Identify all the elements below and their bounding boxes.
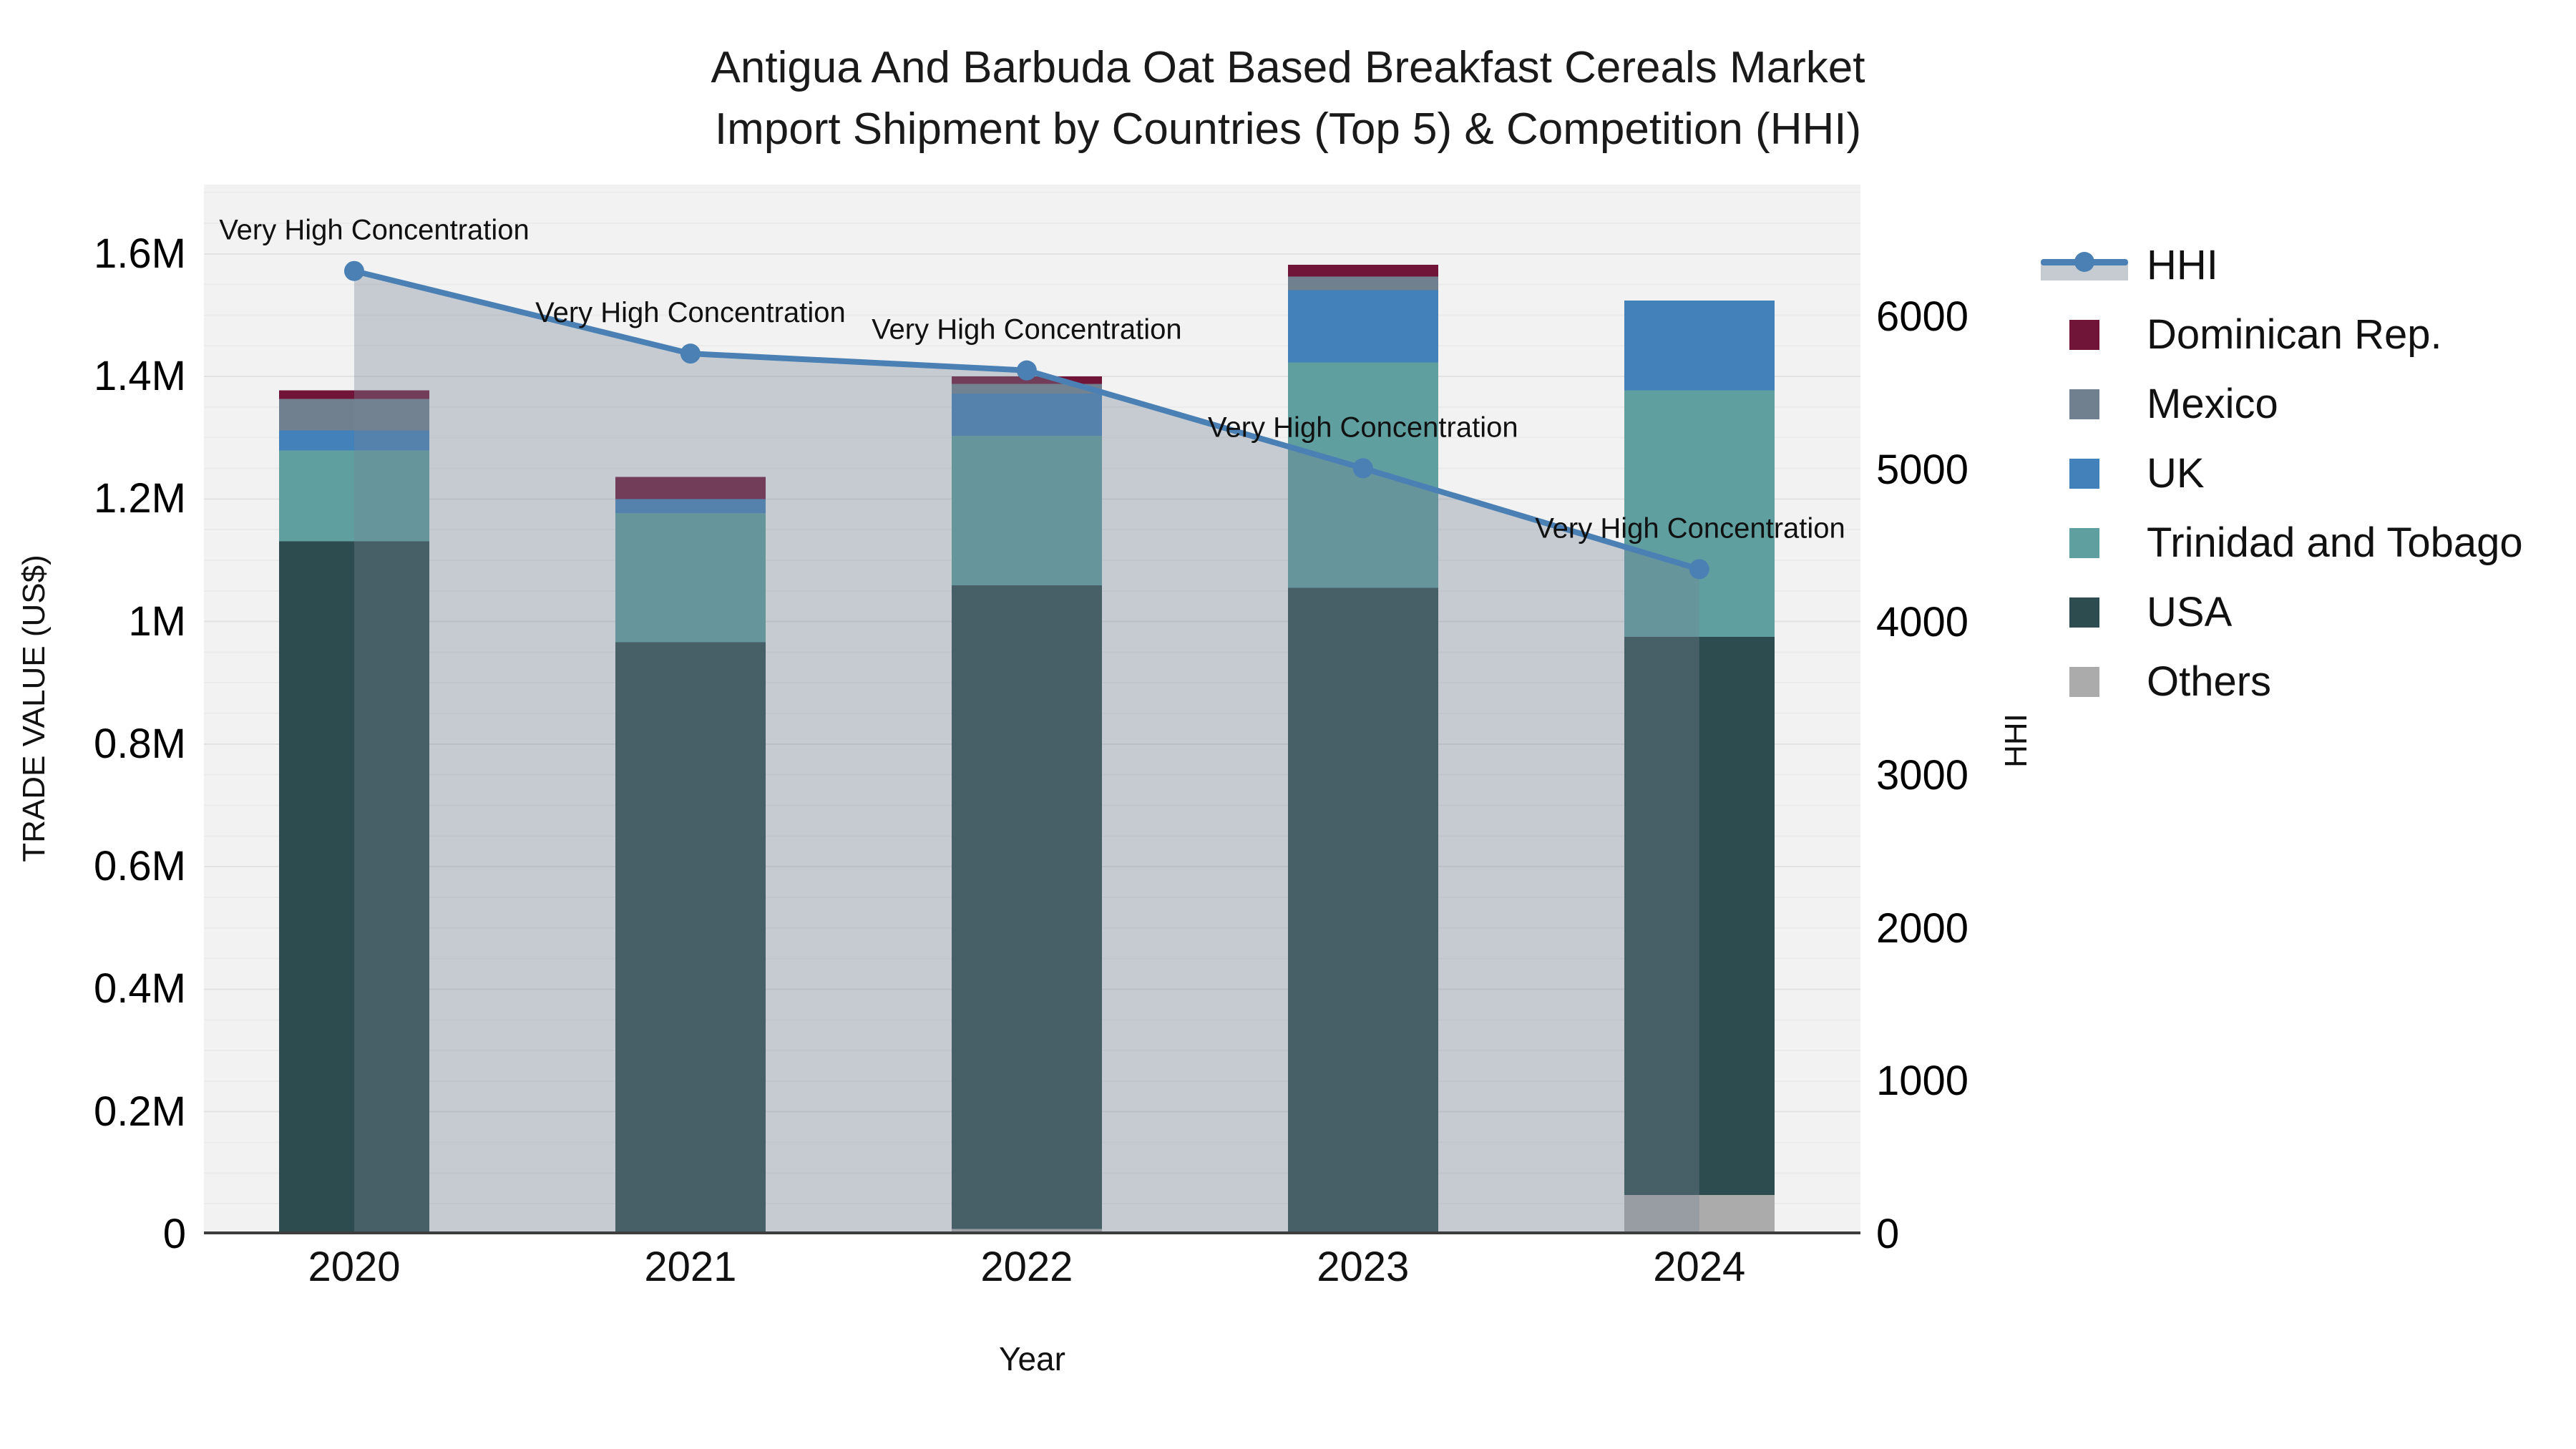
bar-segment-dominican-rep--2021 [615,477,766,499]
annotation-2021: Very High Concentration [535,297,846,328]
y-tick-left-0.4M: 0.4M [94,965,186,1013]
y-tick-left-0.6M: 0.6M [94,843,186,890]
y-tick-right-1000: 1000 [1876,1058,1969,1105]
bar-segment-usa-2024 [1624,637,1775,1196]
chart-title-line2: Import Shipment by Countries (Top 5) & C… [714,104,1862,154]
bar-segment-dominican-rep--2020 [278,390,429,399]
bar-segment-uk-2022 [951,394,1102,436]
x-tick-2020: 2020 [308,1244,401,1290]
hhi-marker-2024 [1689,559,1709,580]
trinidad-and-tobago-swatch [2069,527,2099,558]
legend-item-mexico: Mexico [2041,369,2523,439]
legend-label: UK [2147,450,2205,497]
hhi-marker-2023 [1352,458,1373,479]
y-tick-right-3000: 3000 [1876,751,1969,799]
legend-label: Others [2147,658,2272,705]
x-tick-2024: 2024 [1653,1244,1746,1290]
y-tick-left-1.6M: 1.6M [94,230,186,277]
y-tick-right-2000: 2000 [1876,904,1969,952]
hhi-line-swatch [2041,249,2128,282]
bar-segment-trinidad-and-tobago-2020 [278,450,429,542]
y-tick-left-1M: 1M [128,597,186,645]
hhi-marker-2021 [680,343,701,364]
hhi-marker-2022 [1016,360,1037,381]
y-tick-right-5000: 5000 [1876,446,1969,493]
annotation-2024: Very High Concentration [1535,512,1845,544]
legend-item-dominican-rep: Dominican Rep. [2041,300,2523,369]
bar-segment-uk-2023 [1287,290,1438,363]
legend-label: Trinidad and Tobago [2147,519,2523,566]
bar-segment-usa-2020 [278,541,429,1234]
hhi-area-fill [353,270,1699,1234]
legend-item-uk: UK [2041,439,2523,508]
x-tick-2023: 2023 [1317,1244,1410,1290]
bar-segment-trinidad-and-tobago-2024 [1624,390,1775,638]
x-axis-label: Year [999,1340,1065,1377]
y-tick-right-6000: 6000 [1876,293,1969,340]
chart-canvas: Very High Concentration Very High Concent… [204,192,1860,1234]
others-swatch [2069,666,2099,697]
y-tick-right-0: 0 [1876,1211,1900,1257]
legend-item-usa: USA [2041,577,2523,647]
bar-segment-trinidad-and-tobago-2021 [615,513,766,643]
bar-segment-usa-2022 [951,585,1102,1229]
legend-item-trinidad-and-tobago: Trinidad and Tobago [2041,508,2523,577]
bar-segment-mexico-2023 [1287,276,1438,291]
y-tick-left-1.2M: 1.2M [94,475,186,522]
uk-swatch [2069,458,2099,489]
legend-item-hhi: HHI [2041,230,2523,300]
bar-segment-mexico-2020 [278,399,429,431]
annotation-2022: Very High Concentration [872,314,1182,346]
plot-area: Very High Concentration Very High Concent… [204,185,1860,1234]
annotation-2020: Very High Concentration [219,215,530,246]
legend-label: HHI [2147,242,2218,288]
bar-segment-uk-2021 [615,499,766,514]
bar-segment-trinidad-and-tobago-2022 [951,436,1102,586]
x-tick-2022: 2022 [980,1244,1073,1290]
bar-segment-mexico-2022 [951,384,1102,394]
y-tick-right-4000: 4000 [1876,599,1969,646]
x-tick-2021: 2021 [644,1244,737,1290]
bar-segment-uk-2020 [278,430,429,451]
bar-segment-others-2024 [1624,1195,1775,1234]
annotation-2023: Very High Concentration [1208,411,1518,443]
legend: HHI Dominican Rep. Mexico UK Trinidad an… [2041,230,2523,716]
x-axis-line [204,1231,1860,1234]
legend-label: Mexico [2147,381,2278,427]
bar-segment-usa-2023 [1287,587,1438,1234]
legend-item-others: Others [2041,647,2523,716]
hhi-marker-2020 [343,260,364,281]
chart-title-line1: Antigua And Barbuda Oat Based Breakfast … [711,43,1865,92]
chart-title: Antigua And Barbuda Oat Based Breakfast … [0,37,2576,160]
bar-segment-usa-2021 [615,642,766,1234]
usa-swatch [2069,597,2099,628]
legend-label: USA [2147,589,2233,635]
dominican-rep-swatch [2069,319,2099,350]
y-tick-left-0.8M: 0.8M [94,720,186,767]
bar-segment-dominican-rep--2023 [1287,265,1438,277]
y-tick-left-0.2M: 0.2M [94,1088,186,1135]
legend-label: Dominican Rep. [2147,311,2442,358]
mexico-swatch [2069,389,2099,419]
hhi-marker-dot [2074,251,2094,272]
y-tick-left-0: 0 [162,1211,186,1257]
bar-segment-uk-2024 [1624,300,1775,391]
y-axis-label-right: HHI [1999,713,2034,768]
y-tick-left-1.4M: 1.4M [94,353,186,400]
